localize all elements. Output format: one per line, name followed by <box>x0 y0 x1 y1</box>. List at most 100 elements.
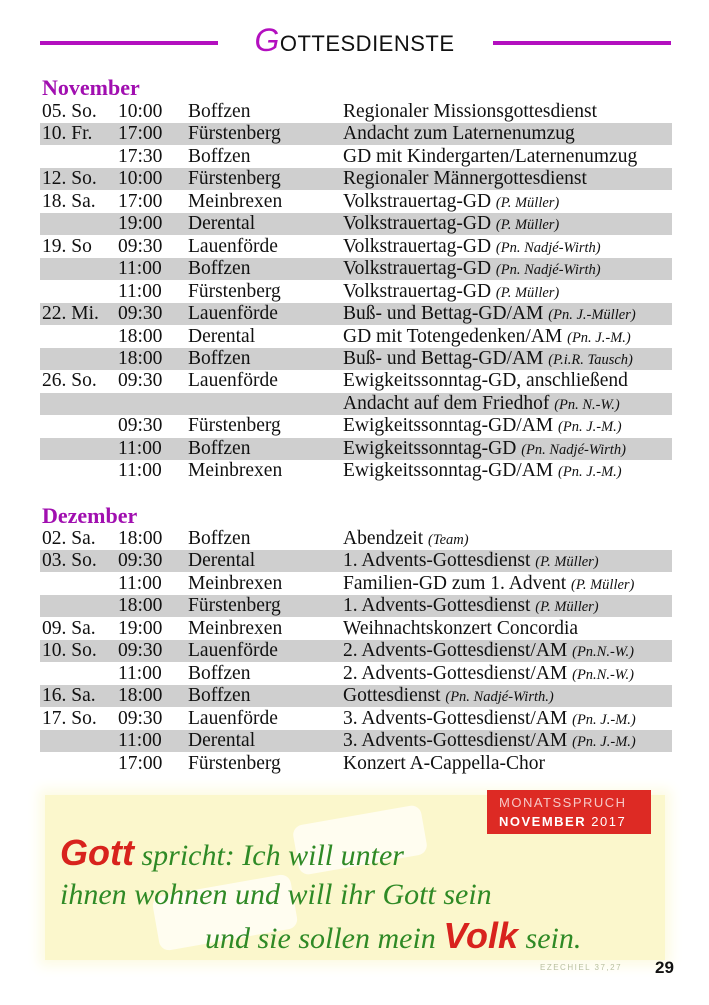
schedule-row: 18:00 Fürstenberg 1. Advents-Gottesdienst … <box>40 595 672 618</box>
cell-time: 11:00 <box>118 572 162 594</box>
cell-place: Meinbrexen <box>188 572 283 594</box>
cell-event: Andacht auf dem Friedhof (Pn. N.-W.) <box>343 393 620 416</box>
header-rule-right <box>493 41 671 45</box>
event-note: (Pn. J.-M.) <box>572 734 636 751</box>
cell-event: Abendzeit (Team) <box>343 528 469 551</box>
cell-place: Fürstenberg <box>188 123 281 145</box>
event-title: Andacht zum Laternenumzug <box>343 123 575 145</box>
event-title: Buß- und Bettag-GD/AM <box>343 303 544 325</box>
cell-date: 16. Sa. <box>42 685 96 707</box>
schedule-row: 26. So. 09:30 Lauenförde Ewigkeitssonntag-G… <box>40 370 672 392</box>
event-note: (P. Müller) <box>495 284 560 301</box>
cell-time: 17:00 <box>118 752 163 774</box>
schedule-row: 11:00 Boffzen Ewigkeitssonntag-GD (Pn. Nad… <box>40 437 672 460</box>
cell-date: 05. So. <box>42 101 97 122</box>
event-title: Weihnachtskonzert Concordia <box>343 617 579 639</box>
event-note: (Pn. J.-M.) <box>567 329 631 346</box>
event-note: (Pn.N.-W.) <box>572 644 635 661</box>
event-title: 1. Advents-Gottesdienst <box>343 550 531 572</box>
event-title: Ewigkeitssonntag-GD/AM <box>343 460 554 482</box>
event-note: (Pn. Nadjé-Wirth) <box>495 239 601 256</box>
event-note: (Pn. J.-M.) <box>558 464 622 481</box>
schedule-row: 16. Sa. 18:00 Boffzen Gottesdienst (Pn. Nad… <box>40 685 672 708</box>
cell-time: 09:30 <box>118 370 163 392</box>
label-month: NOVEMBER <box>499 814 587 829</box>
schedule-row: Andacht auf dem Friedhof (Pn. N.-W.) <box>40 392 672 416</box>
cell-time: 18:00 <box>118 325 163 347</box>
cell-place: Fürstenberg <box>188 415 281 437</box>
schedule-row: 17:00 Fürstenberg Konzert A-Cappella-Chor <box>40 753 672 775</box>
cell-event: 2. Advents-Gottesdienst/AM (Pn.N.-W.) <box>343 663 634 686</box>
cell-time: 18:00 <box>118 528 163 549</box>
cell-place: Lauenförde <box>188 303 278 325</box>
cell-place: Boffzen <box>188 347 251 369</box>
schedule-row: 03. So. 09:30 Derental 1. Advents-Gottesdie… <box>40 550 672 573</box>
schedule-row: 11:00 Derental 3. Advents-Gottesdienst/AM … <box>40 730 672 753</box>
event-note: (Pn. J.-Müller) <box>548 307 636 324</box>
month-heading-november: November <box>42 75 140 100</box>
schedule-row: 11:00 Fürstenberg Volkstrauertag-GD (P. Mü… <box>40 281 672 303</box>
event-title: 3. Advents-Gottesdienst/AM <box>343 730 568 752</box>
event-note: (Team) <box>428 532 469 548</box>
schedule-row: 11:00 Meinbrexen Ewigkeitssonntag-GD/AM (P… <box>40 460 672 482</box>
schedule-row: 10. So. 09:30 Lauenförde 2. Advents-Gottesd… <box>40 640 672 663</box>
verse-word-gott: Gott <box>60 832 134 873</box>
cell-time: 09:30 <box>118 235 163 257</box>
cell-time: 17:00 <box>118 190 163 212</box>
cell-event: 3. Advents-Gottesdienst/AM (Pn. J.-M.) <box>343 708 636 731</box>
verse-word-volk: Volk <box>443 915 519 956</box>
event-note: (P. Müller) <box>495 194 560 211</box>
schedule-row: 19:00 Derental Volkstrauertag-GD (P. Mülle… <box>40 213 672 236</box>
event-title: Familien-GD zum 1. Advent <box>343 572 567 594</box>
cell-event: 1. Advents-Gottesdienst (P. Müller) <box>343 550 599 573</box>
cell-date: 12. So. <box>42 168 97 190</box>
schedule-row: 09. Sa. 19:00 Meinbrexen Weihnachtskonzert … <box>40 618 672 640</box>
cell-event: Regionaler Missionsgottesdienst <box>343 101 597 123</box>
event-title: Volkstrauertag-GD <box>343 190 492 212</box>
page-number: 29 <box>655 958 674 977</box>
cell-date: 03. So. <box>42 550 97 572</box>
event-note: (P.i.R. Tausch) <box>548 351 633 368</box>
schedule-row: 05. So. 10:00 Boffzen Regionaler Missionsgo… <box>40 101 672 123</box>
cell-event: Ewigkeitssonntag-GD/AM (Pn. J.-M.) <box>343 460 622 483</box>
verse-line-3: und sie sollen mein Volk sein. <box>205 916 581 956</box>
cell-place: Boffzen <box>188 145 251 167</box>
cell-place: Lauenförde <box>188 370 278 392</box>
cell-place: Meinbrexen <box>188 190 283 212</box>
cell-time: 19:00 <box>118 213 163 235</box>
cell-place: Meinbrexen <box>188 460 283 482</box>
event-title: Abendzeit <box>343 528 424 549</box>
cell-place: Derental <box>188 213 256 235</box>
cell-date: 26. So. <box>42 370 97 392</box>
schedule-row: 22. Mi. 09:30 Lauenförde Buß- und Bettag-GD… <box>40 303 672 326</box>
event-title: Volkstrauertag-GD <box>343 280 492 302</box>
schedule-row: 17. So. 09:30 Lauenförde 3. Advents-Gottesd… <box>40 708 672 730</box>
event-note: (P. Müller) <box>535 554 599 571</box>
cell-time: 17:00 <box>118 123 163 145</box>
event-title: 2. Advents-Gottesdienst/AM <box>343 640 568 662</box>
schedule-row: 19. So 09:30 Lauenförde Volkstrauertag-GD (… <box>40 236 672 258</box>
cell-date: 18. Sa. <box>42 190 96 212</box>
cell-place: Lauenförde <box>188 235 278 257</box>
event-title: Volkstrauertag-GD <box>343 235 492 257</box>
cell-time: 11:00 <box>118 437 162 459</box>
event-title: Volkstrauertag-GD <box>343 213 492 235</box>
event-title: Ewigkeitssonntag-GD <box>343 437 517 459</box>
cell-place: Lauenförde <box>188 707 278 729</box>
cell-date: 10. Fr. <box>42 123 93 145</box>
cell-place: Fürstenberg <box>188 752 281 774</box>
cell-date: 19. So <box>42 235 92 257</box>
event-note: (Pn. Nadjé-Wirth) <box>495 262 601 279</box>
cell-place: Lauenförde <box>188 640 278 662</box>
event-title: Gottesdienst <box>343 685 441 707</box>
cell-time: 18:00 <box>118 347 163 369</box>
cell-event: 1. Advents-Gottesdienst (P. Müller) <box>343 595 599 618</box>
cell-place: Boffzen <box>188 258 251 280</box>
cell-time: 11:00 <box>118 460 162 482</box>
cell-event: Andacht zum Laternenumzug <box>343 123 575 145</box>
schedule-row: 18:00 Boffzen Buß- und Bettag-GD/AM (P.i.R… <box>40 347 672 370</box>
cell-place: Derental <box>188 550 256 572</box>
cell-place: Boffzen <box>188 685 251 707</box>
cell-date: 22. Mi. <box>42 303 99 325</box>
